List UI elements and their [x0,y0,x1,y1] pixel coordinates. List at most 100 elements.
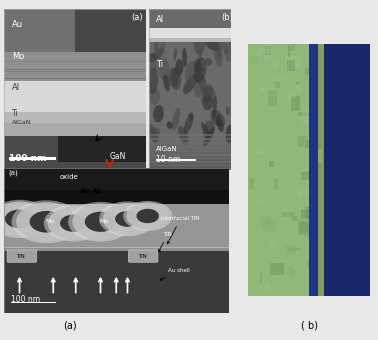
Ellipse shape [203,127,215,147]
Bar [310,175,316,190]
Bar [4,78,146,79]
Bar [4,168,229,190]
Bar [260,216,271,227]
Bar [298,112,310,116]
Bar [294,55,301,68]
Bar [4,71,146,72]
Ellipse shape [212,96,217,119]
Bar [309,44,318,296]
Bar [271,239,276,250]
Bar [149,135,231,136]
Text: AlGaN: AlGaN [12,120,32,125]
Ellipse shape [217,119,224,132]
Text: TiN: TiN [16,254,25,259]
Ellipse shape [201,122,209,135]
Ellipse shape [158,58,170,80]
Text: Au: Au [12,20,23,29]
Text: (a): (a) [63,320,77,330]
Bar [266,43,271,54]
Ellipse shape [150,89,160,105]
Bar [298,220,310,231]
Text: (a): (a) [8,169,18,176]
Bar [288,266,294,279]
Bar [253,168,254,179]
Bar [303,234,313,238]
Bar [318,44,324,296]
Bar [149,152,231,154]
Bar [4,52,146,81]
Ellipse shape [171,67,181,90]
Ellipse shape [145,53,158,63]
Text: AlGaN: AlGaN [156,146,177,152]
Bar [288,91,296,98]
Bar [74,8,146,65]
Ellipse shape [115,211,140,227]
Text: 100 nm: 100 nm [11,294,40,304]
Ellipse shape [5,209,34,228]
Ellipse shape [174,47,177,62]
Ellipse shape [201,87,216,108]
Bar [149,149,231,151]
Ellipse shape [153,105,164,122]
Bar [4,81,146,112]
Ellipse shape [197,67,203,84]
Bar [156,159,197,161]
Ellipse shape [225,39,233,62]
Bar [285,56,296,70]
Bar [260,86,268,92]
Bar [308,228,315,240]
Ellipse shape [205,58,212,66]
Ellipse shape [178,126,189,144]
Bar [265,46,271,55]
Bar [288,46,290,57]
FancyBboxPatch shape [7,250,36,262]
Bar [309,150,322,162]
Text: Au shell: Au shell [160,268,190,280]
Bar [305,68,314,75]
Text: Mo: Mo [99,219,108,223]
Text: Ti: Ti [12,109,19,118]
Bar [285,245,296,255]
Bar [299,222,310,235]
Text: Al: Al [156,15,164,24]
Bar [4,61,146,62]
Bar [307,241,314,249]
Ellipse shape [169,67,179,87]
Ellipse shape [203,84,214,103]
Bar [4,112,146,123]
Text: 10 nm: 10 nm [156,155,180,165]
Ellipse shape [60,215,87,232]
Text: Ti: Ti [156,60,163,69]
Text: GaN: GaN [110,152,127,161]
Text: Mo: Mo [45,219,55,223]
Bar [4,8,146,54]
Text: (b): (b) [221,13,233,22]
Ellipse shape [194,74,205,97]
Bar [301,169,308,172]
Ellipse shape [68,202,133,242]
Bar [258,48,270,62]
Bar [4,72,146,73]
Ellipse shape [216,34,222,57]
Ellipse shape [0,202,46,236]
Bar [4,247,229,251]
Ellipse shape [48,207,99,240]
Text: Mo: Mo [12,52,25,61]
Bar [295,84,302,92]
Bar [256,147,263,154]
Ellipse shape [123,201,172,231]
Bar [301,208,309,219]
Ellipse shape [222,41,228,54]
Ellipse shape [154,37,159,51]
Bar [149,141,231,143]
Text: Au-Al: Au-Al [80,188,101,194]
Bar [274,81,280,88]
Text: TiN: TiN [158,232,172,252]
Text: oxide: oxide [60,174,79,180]
Ellipse shape [184,113,194,134]
Ellipse shape [226,107,230,115]
Bar [264,283,270,291]
Bar [296,82,299,85]
Bar [274,178,278,189]
Ellipse shape [172,108,180,130]
